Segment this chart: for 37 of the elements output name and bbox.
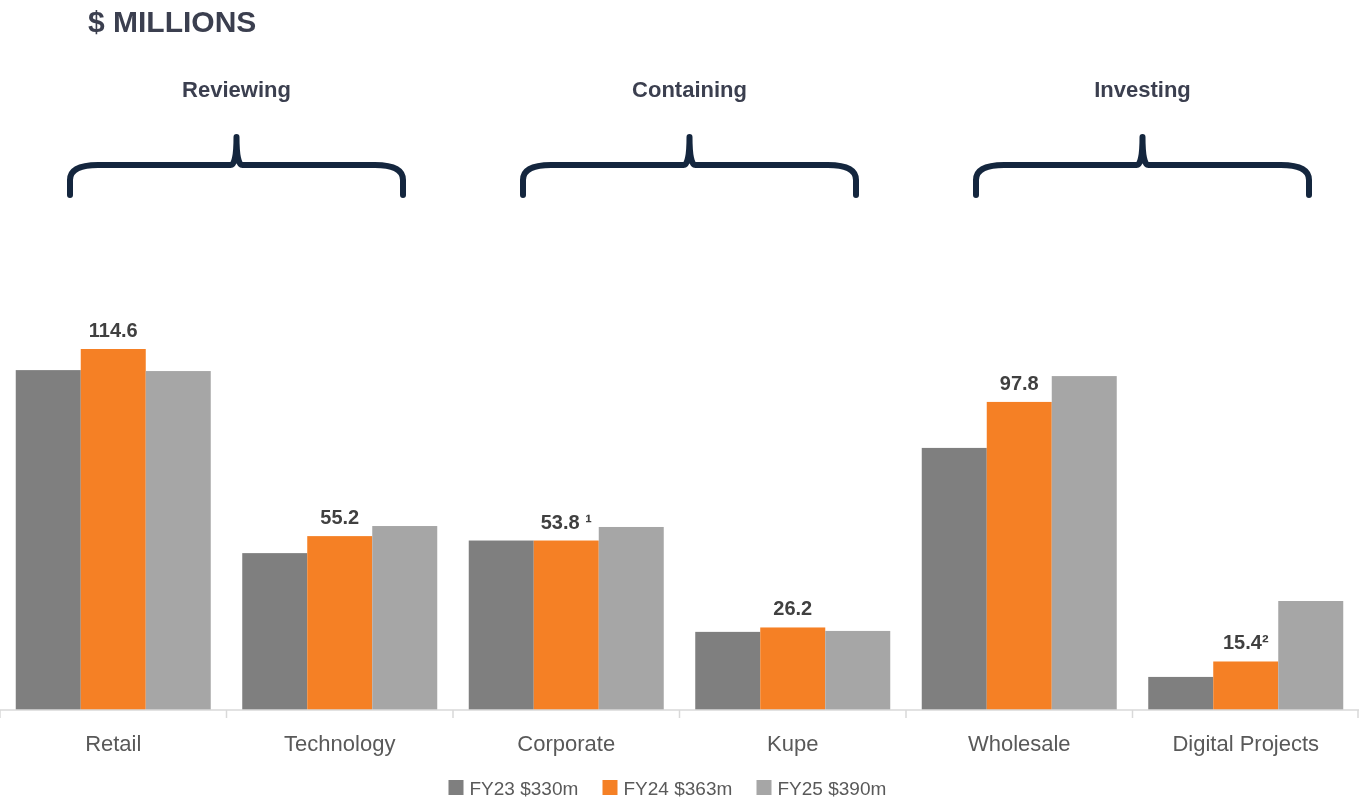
x-tick-label: Wholesale <box>967 731 1071 756</box>
bar <box>145 371 211 710</box>
bar <box>1213 661 1279 710</box>
x-tick-label: Kupe <box>767 731 819 756</box>
legend-label: FY25 $390m <box>777 778 887 799</box>
data-label: 53.8 ¹ <box>540 510 593 533</box>
x-tick-label: Digital Projects <box>1172 731 1320 756</box>
data-label: 114.6 <box>88 319 138 341</box>
data-label: 55.2 <box>320 506 360 529</box>
data-label: 26.2 <box>773 597 813 620</box>
x-tick-label: Retail <box>85 731 142 756</box>
x-tick-label: Technology <box>284 731 396 756</box>
bar <box>986 401 1052 710</box>
bar <box>695 631 761 710</box>
bar <box>1148 676 1214 710</box>
data-label: 15.4² <box>1222 631 1269 654</box>
bar <box>533 540 599 710</box>
data-label: 97.8 <box>999 371 1039 394</box>
bar <box>15 370 81 710</box>
legend-label: FY23 $330m <box>469 778 579 799</box>
text: Containing <box>632 77 747 102</box>
bar <box>307 536 373 710</box>
bar <box>760 627 826 710</box>
bar <box>372 526 438 710</box>
x-tick-label: Corporate <box>517 731 616 756</box>
bar <box>1278 601 1344 710</box>
text: Reviewing <box>182 77 291 102</box>
bar <box>598 526 664 710</box>
bar <box>80 349 146 710</box>
bar <box>1051 376 1117 710</box>
bar <box>468 540 534 710</box>
text: Investing <box>1094 77 1191 102</box>
bar <box>921 447 987 710</box>
legend-label: FY24 $363m <box>623 778 733 799</box>
bar <box>242 553 308 710</box>
chart-title: $ MILLIONS <box>88 5 257 38</box>
bar <box>825 630 891 710</box>
